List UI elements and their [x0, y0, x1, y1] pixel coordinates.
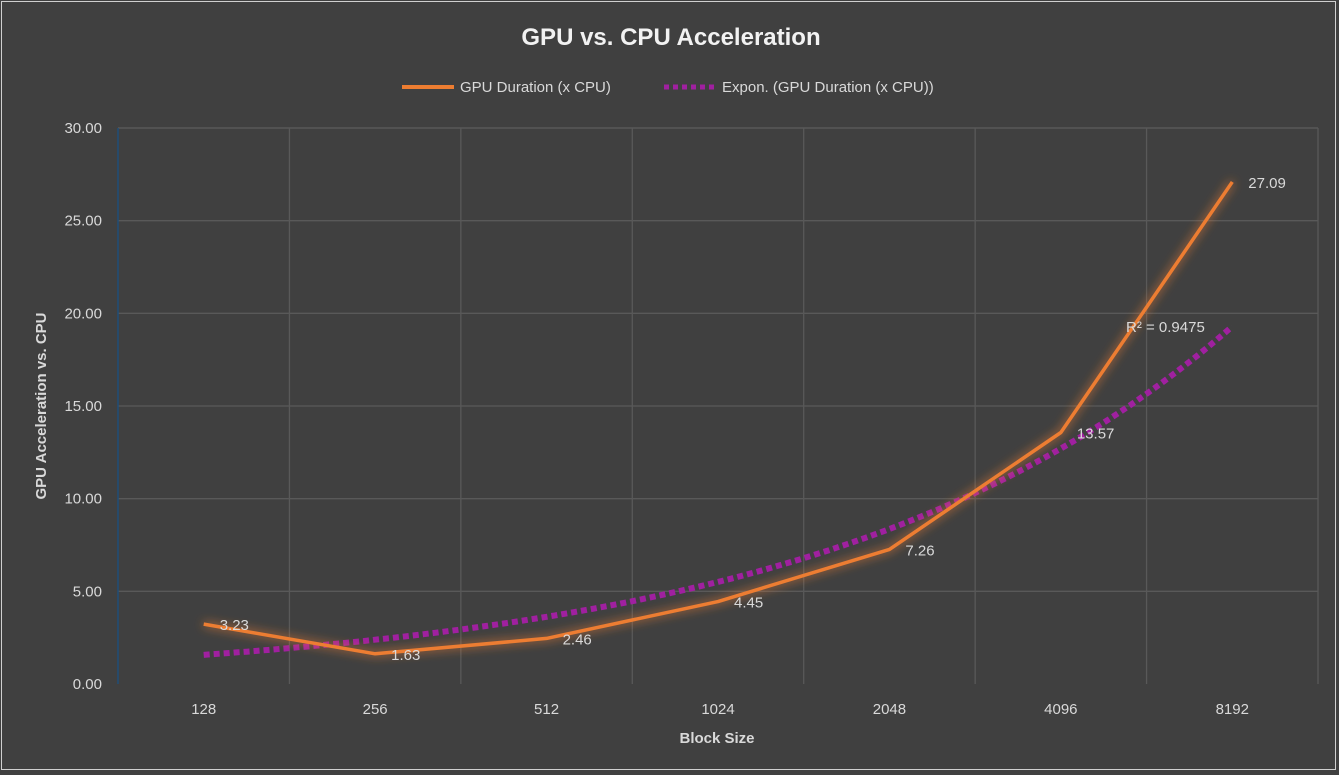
chart-title: GPU vs. CPU Acceleration: [521, 24, 820, 51]
legend-label-series: GPU Duration (x CPU): [460, 79, 611, 96]
x-tick-label: 8192: [1216, 701, 1249, 718]
r-squared-label: R² = 0.9475: [1126, 319, 1205, 336]
data-label: 3.23: [220, 617, 249, 634]
y-tick-label: 25.00: [64, 213, 102, 230]
x-axis-ticks: 128 256 512 1024 2048 4096 8192: [191, 701, 1249, 718]
gridlines: [118, 127, 1319, 684]
x-tick-label: 128: [191, 701, 216, 718]
x-axis-title: Block Size: [679, 730, 754, 747]
data-label: 27.09: [1248, 175, 1286, 192]
y-tick-label: 10.00: [64, 491, 102, 508]
trendline: [203, 324, 1235, 658]
legend-label-trendline: Expon. (GPU Duration (x CPU)): [722, 79, 934, 96]
x-tick-label: 1024: [701, 701, 734, 718]
y-tick-label: 15.00: [64, 398, 102, 415]
series: [203, 180, 1234, 656]
legend: GPU Duration (x CPU) Expon. (GPU Duratio…: [402, 79, 934, 96]
x-tick-label: 256: [363, 701, 388, 718]
data-label: 2.46: [563, 631, 592, 648]
data-label: 4.45: [734, 595, 763, 612]
y-axis-title: GPU Acceleration vs. CPU: [33, 312, 50, 499]
x-tick-label: 512: [534, 701, 559, 718]
x-tick-label: 4096: [1044, 701, 1077, 718]
y-tick-label: 0.00: [73, 676, 102, 693]
y-tick-label: 30.00: [64, 120, 102, 137]
x-tick-label: 2048: [873, 701, 906, 718]
y-tick-label: 5.00: [73, 583, 102, 600]
data-labels: 3.23 1.63 2.46 4.45 7.26 13.57 27.09: [220, 175, 1286, 664]
trendline-path: [203, 324, 1235, 658]
series-line: [203, 180, 1234, 656]
data-label: 13.57: [1077, 426, 1115, 443]
y-tick-label: 20.00: [64, 305, 102, 322]
y-axis-ticks: 0.00 5.00 10.00 15.00 20.00 25.00 30.00: [64, 120, 102, 693]
data-label: 7.26: [905, 542, 934, 559]
data-label: 1.63: [391, 647, 420, 664]
